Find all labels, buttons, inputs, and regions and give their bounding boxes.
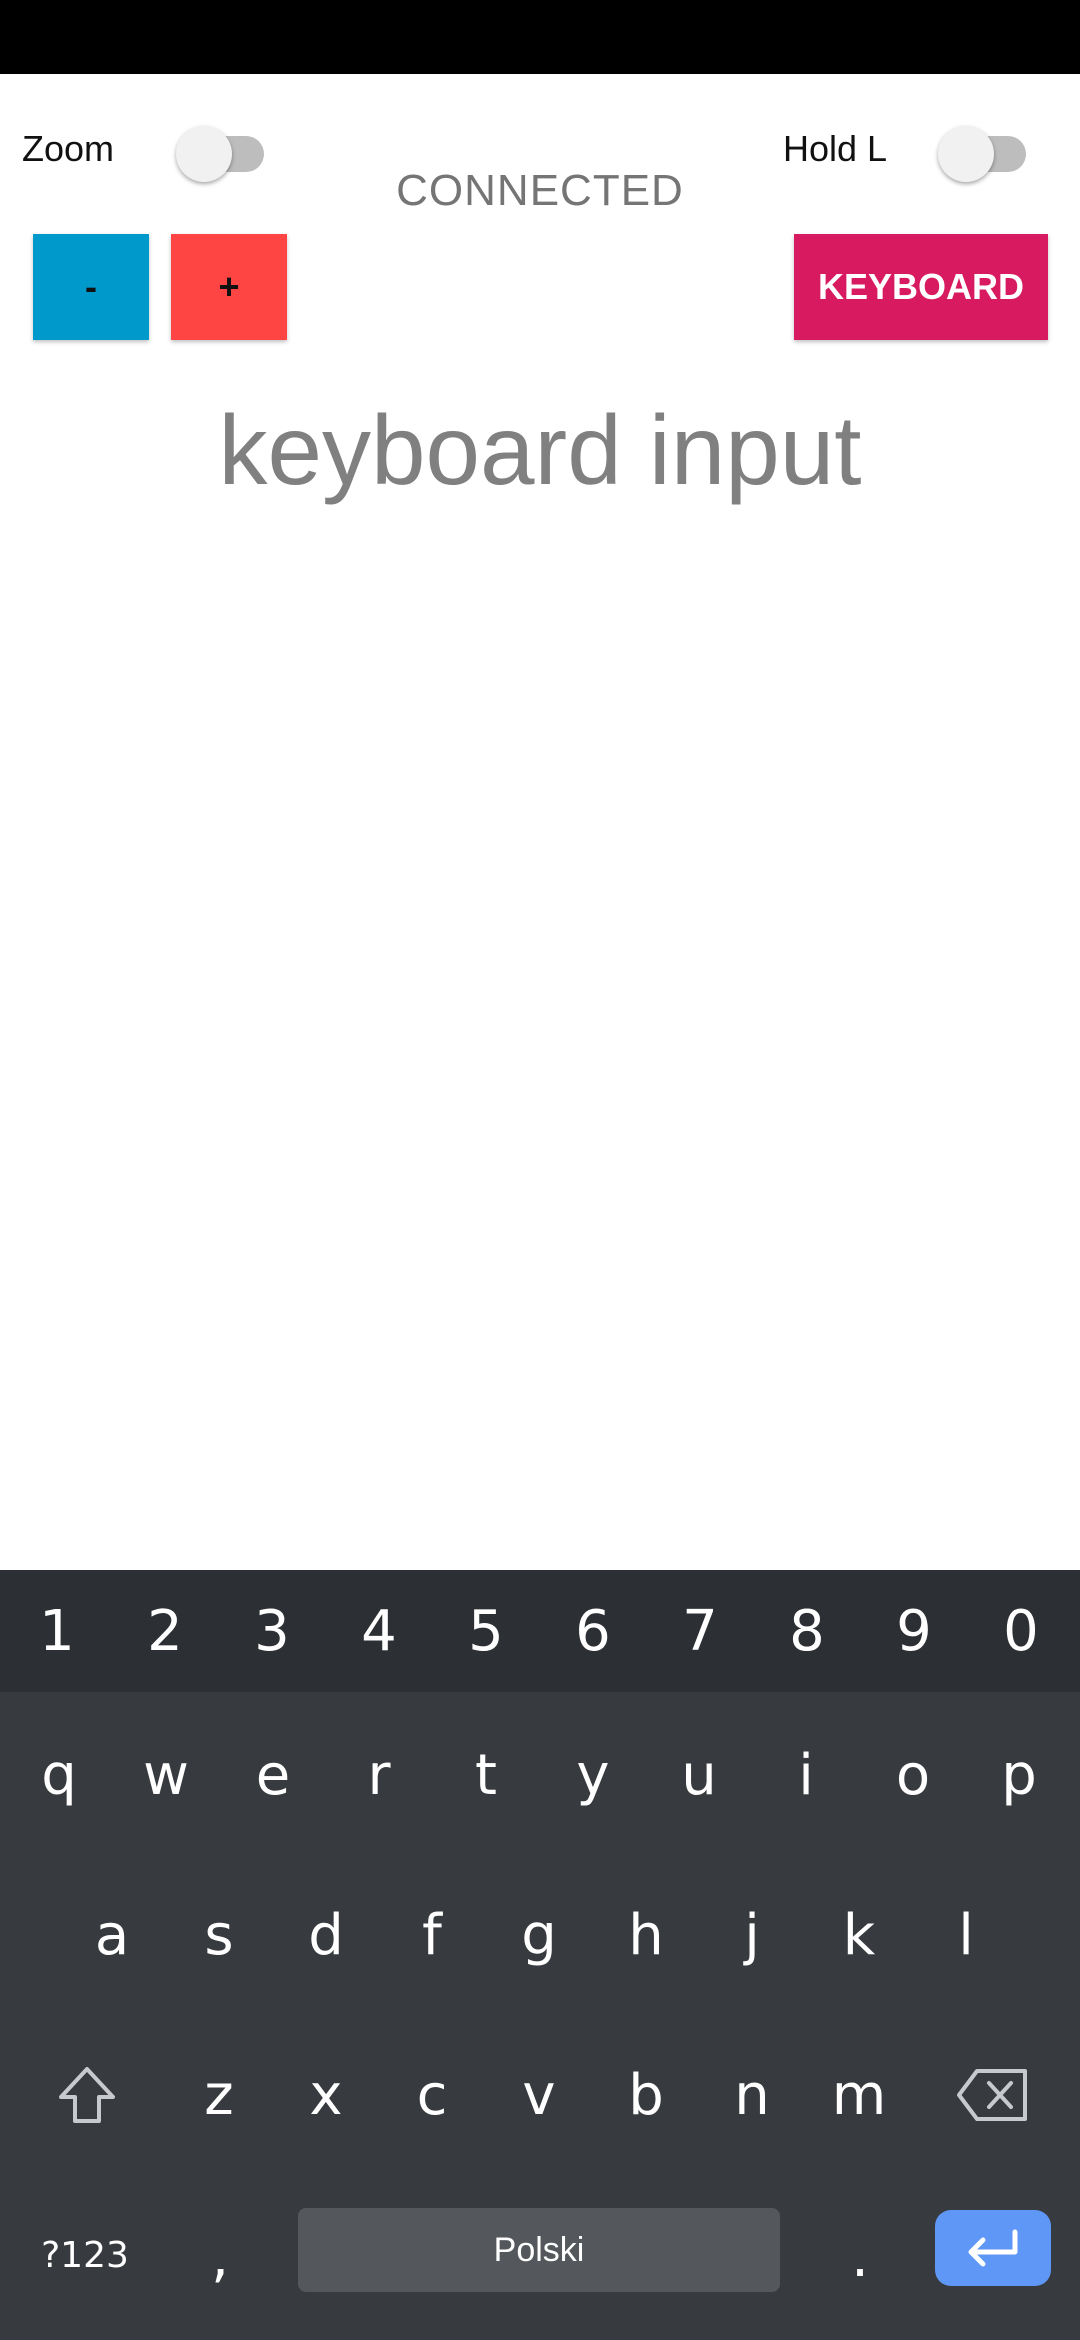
key-z[interactable]: z xyxy=(204,2062,234,2128)
app-content: Zoom Hold L CONNECTED - + KEYBOARD keybo… xyxy=(0,74,1080,1570)
zoom-in-button[interactable]: + xyxy=(171,234,287,340)
period-key[interactable]: . xyxy=(851,2225,869,2290)
connection-status: CONNECTED xyxy=(396,166,684,215)
zoom-switch-thumb xyxy=(176,126,232,182)
key-t[interactable]: t xyxy=(475,1742,497,1808)
key-3[interactable]: 3 xyxy=(254,1598,290,1664)
key-4[interactable]: 4 xyxy=(361,1598,397,1664)
zoom-switch[interactable] xyxy=(176,118,266,182)
key-7[interactable]: 7 xyxy=(682,1598,718,1664)
key-0[interactable]: 0 xyxy=(1003,1598,1039,1664)
keyboard-button[interactable]: KEYBOARD xyxy=(794,234,1048,340)
key-l[interactable]: l xyxy=(958,1902,974,1968)
key-k[interactable]: k xyxy=(842,1902,876,1968)
key-e[interactable]: e xyxy=(255,1742,291,1808)
key-y[interactable]: y xyxy=(576,1742,610,1808)
key-g[interactable]: g xyxy=(521,1902,557,1968)
shift-key[interactable] xyxy=(32,2020,142,2170)
enter-key[interactable] xyxy=(935,2210,1051,2286)
key-2[interactable]: 2 xyxy=(147,1598,183,1664)
key-m[interactable]: m xyxy=(831,2062,887,2128)
key-6[interactable]: 6 xyxy=(575,1598,611,1664)
key-h[interactable]: h xyxy=(628,1902,664,1968)
key-n[interactable]: n xyxy=(734,2062,770,2128)
key-d[interactable]: d xyxy=(308,1902,344,1968)
key-b[interactable]: b xyxy=(628,2062,664,2128)
key-v[interactable]: v xyxy=(522,2062,556,2128)
hold-l-switch-thumb xyxy=(938,126,994,182)
enter-icon xyxy=(968,2229,1018,2267)
key-1[interactable]: 1 xyxy=(39,1598,75,1664)
key-8[interactable]: 8 xyxy=(789,1598,825,1664)
space-bar[interactable]: Polski xyxy=(298,2208,780,2292)
symbols-key[interactable]: ?123 xyxy=(41,2234,129,2276)
key-a[interactable]: a xyxy=(94,1902,130,1968)
key-s[interactable]: s xyxy=(204,1902,234,1968)
status-bar xyxy=(0,0,1080,74)
key-u[interactable]: u xyxy=(681,1742,717,1808)
hold-l-label: Hold L xyxy=(783,128,888,169)
shift-icon xyxy=(59,2067,115,2123)
hold-l-switch[interactable] xyxy=(938,118,1028,182)
zoom-label: Zoom xyxy=(22,128,115,169)
key-q[interactable]: q xyxy=(41,1742,77,1808)
key-w[interactable]: w xyxy=(143,1742,189,1808)
key-c[interactable]: c xyxy=(416,2062,448,2128)
backspace-icon xyxy=(957,2069,1027,2121)
key-f[interactable]: f xyxy=(422,1902,442,1968)
key-o[interactable]: o xyxy=(895,1742,931,1808)
comma-key[interactable]: , xyxy=(211,2225,229,2290)
key-i[interactable]: i xyxy=(798,1742,814,1808)
key-r[interactable]: r xyxy=(367,1742,391,1808)
backspace-key[interactable] xyxy=(938,2020,1048,2170)
key-x[interactable]: x xyxy=(309,2062,343,2128)
key-9[interactable]: 9 xyxy=(896,1598,932,1664)
number-row: 1 2 3 4 5 6 7 8 9 0 xyxy=(0,1570,1080,1692)
key-5[interactable]: 5 xyxy=(468,1598,504,1664)
key-p[interactable]: p xyxy=(1001,1742,1037,1808)
soft-keyboard: 1 2 3 4 5 6 7 8 9 0 q w e r t y u i o p … xyxy=(0,1570,1080,2340)
zoom-out-button[interactable]: - xyxy=(33,234,149,340)
key-j[interactable]: j xyxy=(744,1902,760,1968)
keyboard-input-field[interactable]: keyboard input xyxy=(218,395,862,505)
